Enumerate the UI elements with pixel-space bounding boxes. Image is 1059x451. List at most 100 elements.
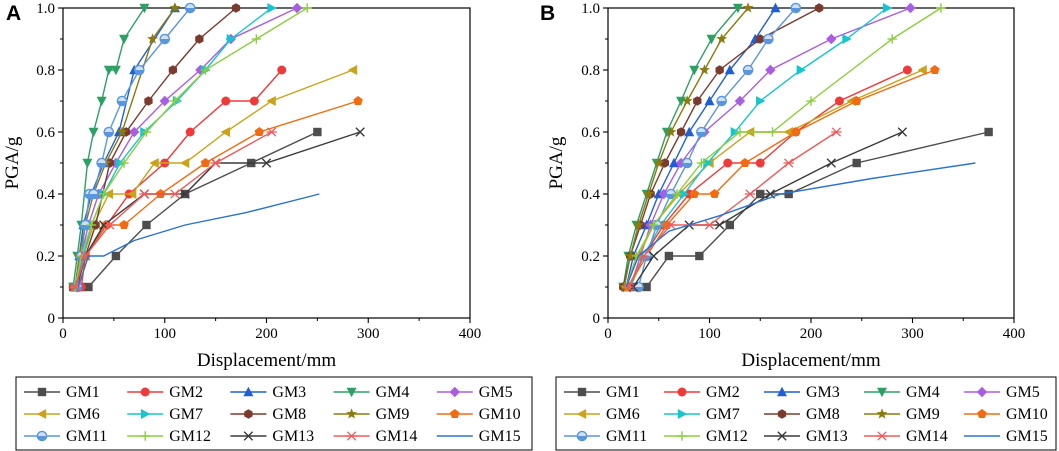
data-point — [681, 95, 693, 106]
x-tick-label: 300 — [357, 326, 380, 342]
data-point — [266, 96, 276, 106]
legend-item: GM13 — [230, 428, 314, 445]
y-tick-label: 0 — [48, 311, 56, 327]
data-point — [82, 158, 93, 169]
legend: GM1 GM2 GM3 GM4 GM5 GM6 GM7 GM8 GM9 GM10 GM11 GM12 G… — [15, 376, 533, 451]
x-tick-label: 400 — [459, 326, 482, 342]
legend-label: GM2 — [169, 384, 203, 401]
legend-item: GM13 — [764, 428, 848, 445]
legend-marker — [140, 431, 150, 441]
x-tick-label: 100 — [698, 326, 721, 342]
y-tick-label: 1.0 — [581, 1, 600, 17]
data-point — [887, 34, 897, 44]
legend-marker — [677, 409, 688, 419]
data-point — [684, 126, 695, 137]
panel-a: A 0 100 200 300 400 0 0.2 0.4 0.6 0.8 1.0 Displaceme… — [2, 1, 533, 451]
legend-item: GM10 — [436, 406, 521, 423]
legend-marker — [346, 431, 357, 441]
data-point — [313, 127, 322, 137]
legend-marker — [36, 409, 47, 419]
panel-letter: A — [6, 2, 21, 25]
legend-marker — [876, 408, 888, 419]
legend-item: GM1 — [24, 384, 100, 401]
data-point — [696, 126, 707, 138]
data-point — [179, 158, 190, 168]
data-point — [658, 188, 670, 200]
legend-item: GM6 — [564, 406, 640, 423]
y-tick-label: 1.0 — [36, 1, 55, 17]
data-point — [116, 126, 128, 137]
data-point — [689, 65, 700, 76]
data-point — [826, 33, 837, 45]
data-point — [704, 95, 715, 106]
legend-marker — [244, 409, 253, 419]
series-line — [72, 7, 145, 288]
data-point — [144, 96, 153, 106]
data-point — [715, 65, 724, 75]
legend-marker — [677, 387, 687, 397]
legend-marker — [243, 431, 254, 441]
legend-label: GM14 — [376, 428, 418, 445]
legend-marker — [777, 431, 787, 441]
legend-marker — [677, 431, 687, 441]
series-line — [625, 7, 777, 288]
data-point — [168, 65, 178, 75]
data-point — [633, 219, 644, 230]
data-point — [665, 126, 677, 137]
legend-label: GM4 — [906, 384, 940, 401]
data-point — [930, 65, 940, 75]
data-point — [755, 158, 765, 168]
data-point — [742, 2, 754, 13]
data-point — [277, 65, 287, 75]
data-point — [347, 65, 358, 75]
panel-b: B 0 100 200 300 400 0 0.2 0.4 0.6 0.8 1.0 Displaceme… — [540, 1, 1057, 451]
data-point — [653, 157, 665, 168]
legend-item: GM5 — [964, 384, 1040, 401]
legend-marker — [977, 409, 987, 419]
data-point — [251, 34, 262, 44]
y-tick-label: 0.4 — [36, 187, 55, 203]
legend: GM1 GM2 GM3 GM4 GM5 GM6 GM7 GM8 GM9 GM10 GM11 GM12 G… — [555, 376, 1057, 451]
x-axis-title: Displacement/mm — [741, 350, 881, 371]
data-point — [84, 282, 93, 292]
legend-label: GM6 — [66, 406, 100, 423]
legend-marker — [876, 431, 888, 441]
data-point — [96, 96, 107, 107]
data-point — [695, 251, 704, 261]
data-point — [141, 127, 152, 137]
data-point — [783, 158, 794, 168]
data-point — [266, 127, 277, 137]
series-line — [632, 131, 903, 288]
series-gm1 — [629, 127, 993, 292]
data-point — [790, 2, 802, 14]
legend-label: GM10 — [1006, 406, 1048, 423]
x-tick-label: 200 — [800, 326, 823, 342]
legend-label: GM5 — [1006, 384, 1040, 401]
data-point — [716, 33, 728, 44]
data-point — [806, 96, 816, 106]
data-point — [142, 220, 151, 230]
legend-label: GM8 — [806, 406, 840, 423]
legend-item: GM10 — [964, 406, 1048, 423]
data-point — [744, 189, 756, 199]
y-tick-label: 0.6 — [36, 125, 55, 141]
series-gm1 — [68, 127, 322, 292]
data-point — [814, 3, 824, 13]
data-point — [210, 158, 221, 168]
data-point — [355, 127, 365, 137]
data-point — [221, 96, 231, 106]
series-line — [77, 193, 320, 288]
legend-label: GM10 — [479, 406, 521, 423]
legend-item: GM11 — [564, 428, 647, 445]
series-gm11 — [71, 2, 196, 293]
series-line — [622, 7, 739, 288]
data-point — [665, 220, 677, 230]
series-gm15 — [77, 193, 320, 288]
series-gm3 — [621, 2, 781, 292]
x-tick-label: 400 — [1003, 326, 1026, 342]
data-point — [770, 2, 781, 13]
data-point — [302, 3, 312, 13]
legend-label: GM5 — [479, 384, 513, 401]
data-point — [103, 65, 114, 76]
